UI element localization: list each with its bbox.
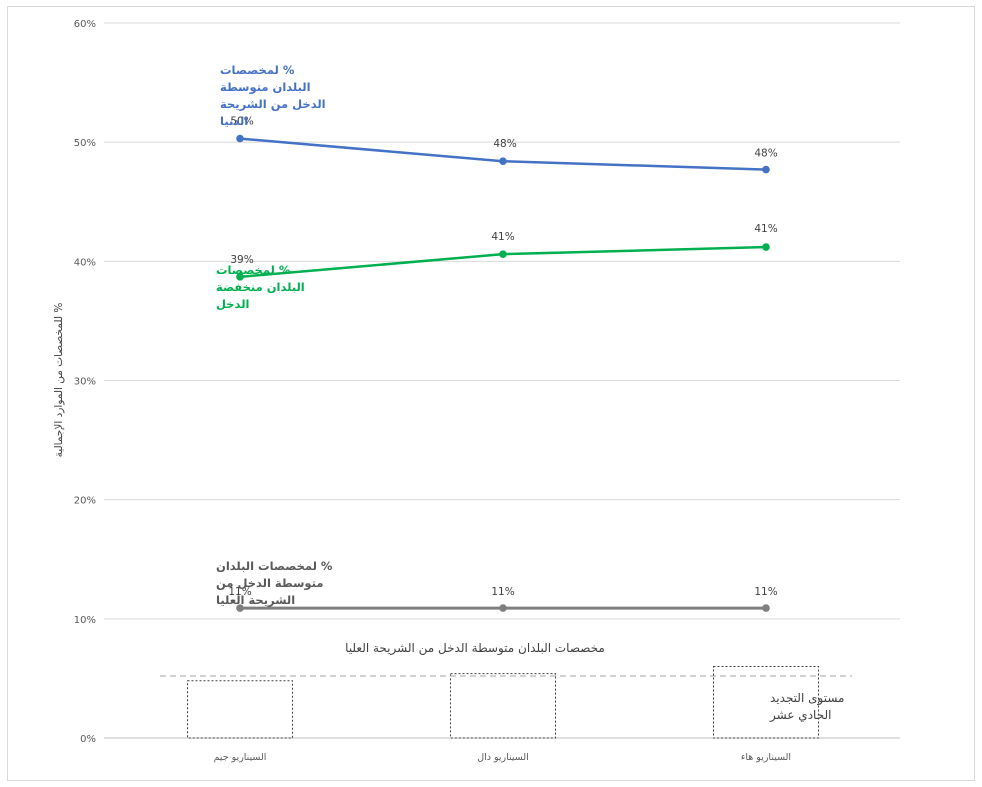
series-annotation: البلدان منخفضة <box>216 280 305 294</box>
section-label: مخصصات البلدان متوسطة الدخل من الشريحة ا… <box>345 641 605 656</box>
x-category-label: السيناريو جيم <box>214 752 267 763</box>
y-axis-title: % للمخصصات من الموارد الإجمالية <box>53 303 65 458</box>
y-tick-label: 50% <box>74 138 96 149</box>
data-label: 41% <box>754 223 777 235</box>
data-point <box>499 250 507 258</box>
y-tick-label: 0% <box>80 734 96 745</box>
reference-note: الحادي عشر <box>769 708 831 723</box>
data-point <box>499 157 507 166</box>
data-point <box>762 604 770 612</box>
data-point <box>499 604 507 612</box>
series-annotation: الدخل <box>216 297 249 311</box>
y-tick-label: 30% <box>74 377 96 388</box>
y-tick-label: 20% <box>74 496 96 507</box>
data-label: 48% <box>493 138 516 150</box>
y-tick-label: 40% <box>74 257 96 268</box>
data-label: 11% <box>228 586 251 598</box>
series-annotation: الشريحة العليا <box>216 593 295 607</box>
data-point <box>236 604 244 612</box>
data-point <box>762 165 770 174</box>
scenario-bar <box>187 680 293 739</box>
y-tick-label: 60% <box>74 19 96 30</box>
series-annotation: الدخل من الشريحة <box>220 97 326 111</box>
reference-note: مستوى التجديد <box>770 691 844 706</box>
x-category-label: السيناريو دال <box>477 752 529 763</box>
series-annotation: متوسطة الدخل من <box>216 576 323 591</box>
series-annotation: البلدان متوسطة <box>220 80 311 95</box>
scenario-bar <box>450 673 556 739</box>
data-point <box>236 273 244 281</box>
data-label: 39% <box>230 254 253 266</box>
y-tick-label: 10% <box>74 615 96 626</box>
x-category-label: السيناريو هاء <box>741 752 791 763</box>
data-point <box>236 134 244 143</box>
data-label: 41% <box>491 231 514 243</box>
data-point <box>762 243 770 251</box>
series-annotation: % لمخصصات <box>220 63 295 77</box>
series-annotation: الدنيا <box>220 114 248 128</box>
series-annotation: % لمخصصات <box>216 263 291 277</box>
data-label: 48% <box>754 148 777 160</box>
data-label: 11% <box>491 586 514 598</box>
data-label: 50% <box>230 116 253 128</box>
series-annotation: % لمخصصات البلدان <box>216 559 333 573</box>
scenario-bar <box>713 666 819 739</box>
chart-frame <box>7 6 975 781</box>
data-label: 11% <box>754 586 777 598</box>
